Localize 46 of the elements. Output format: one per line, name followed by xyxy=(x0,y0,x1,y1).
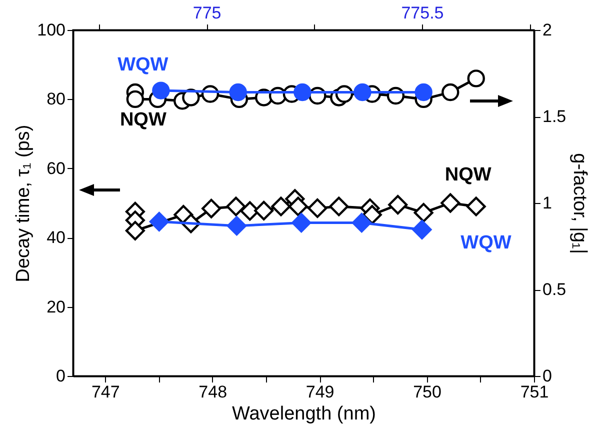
series-label: NQW xyxy=(444,164,492,186)
point xyxy=(226,196,246,216)
x-tick-label: 750 xyxy=(413,382,442,402)
series-label: WQW xyxy=(118,54,168,76)
y-tick-label: 40 xyxy=(46,228,66,248)
y2-tick-label: 0.5 xyxy=(542,280,566,299)
y2-tick-label: 1.5 xyxy=(542,107,566,126)
point xyxy=(414,83,432,102)
series-label: NQW xyxy=(120,109,166,130)
point xyxy=(466,196,486,216)
point xyxy=(467,70,485,88)
y-tick-label: 0 xyxy=(56,366,66,386)
y2-axis-title: g-factor, |g₁| xyxy=(569,153,590,254)
point xyxy=(442,83,460,102)
y-tick-label: 100 xyxy=(37,20,66,40)
y-tick-label: 60 xyxy=(46,158,66,178)
x-tick-label: 747 xyxy=(91,382,120,402)
x-tick-label: 751 xyxy=(520,382,549,402)
series-label: WQW xyxy=(460,232,512,254)
point xyxy=(152,82,170,100)
x2-tick-label: 775 xyxy=(192,4,222,22)
point xyxy=(362,205,382,225)
y2-tick-label: 0 xyxy=(542,366,552,386)
point xyxy=(329,196,349,216)
point xyxy=(288,196,308,216)
point xyxy=(414,202,434,222)
point xyxy=(388,194,408,214)
point xyxy=(308,198,328,218)
y2-tick-label: 1 xyxy=(542,194,552,212)
point xyxy=(354,83,372,102)
x-tick-label: 749 xyxy=(306,382,334,402)
y-tick-label: 80 xyxy=(46,90,66,109)
point xyxy=(229,83,247,102)
point xyxy=(440,193,460,213)
x-axis-title: Wavelength (nm) xyxy=(232,404,376,424)
y2-tick-label: 2 xyxy=(542,20,552,40)
x2-tick-label: 775.5 xyxy=(401,4,444,22)
point xyxy=(202,198,222,218)
y-axis-title: Decay time, τ₁ (ps) xyxy=(13,124,34,282)
point xyxy=(271,196,291,216)
point xyxy=(254,200,274,220)
x-tick-label: 748 xyxy=(198,382,228,402)
point xyxy=(294,83,312,102)
point xyxy=(125,220,145,240)
y-tick-label: 20 xyxy=(46,297,66,316)
point xyxy=(126,90,144,108)
